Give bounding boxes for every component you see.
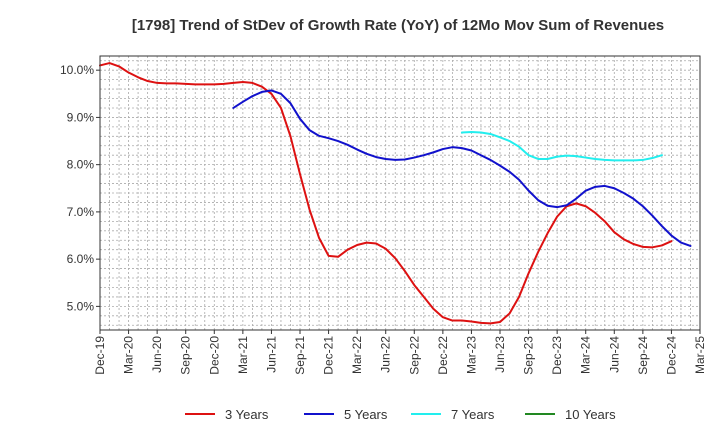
series-layer [99, 62, 692, 325]
x-tick-label: Jun-22 [379, 336, 393, 373]
legend-label-7-years: 7 Years [451, 407, 495, 422]
x-tick-label: Mar-24 [579, 336, 593, 374]
x-tick-label: Mar-20 [122, 336, 136, 374]
y-tick-label: 7.0% [67, 205, 95, 219]
x-tick-label: Sep-24 [636, 336, 650, 375]
x-tick-label: Sep-22 [407, 336, 421, 375]
plot-border [99, 55, 701, 331]
x-tick-label: Dec-21 [322, 336, 336, 375]
legend: 3 Years 5 Years 7 Years 10 Years [185, 407, 616, 422]
y-tick-label: 8.0% [67, 158, 95, 172]
x-tick-label: Mar-25 [693, 336, 707, 374]
x-tick-label: Dec-22 [436, 336, 450, 375]
y-tick-label: 5.0% [67, 299, 95, 313]
x-tick-label: Jun-24 [607, 336, 621, 373]
legend-label-3-years: 3 Years [225, 407, 269, 422]
x-tick-label: Mar-21 [236, 336, 250, 374]
chart-title: [1798] Trend of StDev of Growth Rate (Yo… [132, 17, 664, 34]
x-tick-label: Jun-21 [264, 336, 278, 373]
legend-label-5-years: 5 Years [344, 407, 388, 422]
x-tick-label: Jun-20 [150, 336, 164, 373]
series-line-5-years [232, 89, 692, 247]
legend-label-10-years: 10 Years [565, 407, 616, 422]
x-tick-label: Mar-23 [464, 336, 478, 374]
series-line-3-years [99, 62, 673, 325]
y-tick-label: 6.0% [67, 252, 95, 266]
x-tick-label: Dec-24 [664, 336, 678, 375]
x-tick-label: Dec-20 [207, 336, 221, 375]
x-tick-label: Dec-19 [93, 336, 107, 375]
x-tick-label: Sep-21 [293, 336, 307, 375]
x-tick-label: Dec-23 [550, 336, 564, 375]
x-tick-label: Mar-22 [350, 336, 364, 374]
y-tick-label: 10.0% [60, 63, 94, 77]
x-tick-label: Sep-23 [522, 336, 536, 375]
y-tick-label: 9.0% [67, 110, 95, 124]
x-tick-label: Sep-20 [179, 336, 193, 375]
grid [100, 56, 700, 330]
series-line-7-years [460, 131, 663, 162]
x-tick-label: Jun-23 [493, 336, 507, 373]
x-axis: Dec-19 Mar-20 Jun-20 Sep-20 Dec-20 Mar-21 Jun-… [93, 330, 707, 375]
y-axis: 5.0% 6.0% 7.0% 8.0% 9.0% 10.0% [60, 63, 100, 313]
